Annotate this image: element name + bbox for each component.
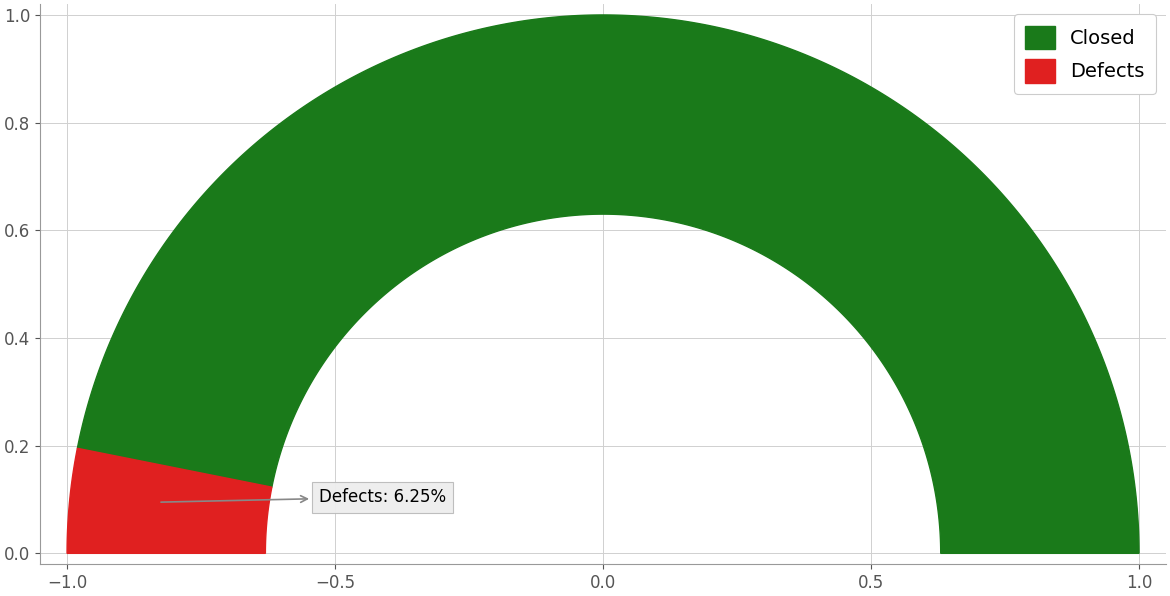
Polygon shape [77,15,1140,553]
Legend: Closed, Defects: Closed, Defects [1013,14,1156,94]
Polygon shape [67,448,271,553]
Text: Defects: 6.25%: Defects: 6.25% [161,488,446,506]
